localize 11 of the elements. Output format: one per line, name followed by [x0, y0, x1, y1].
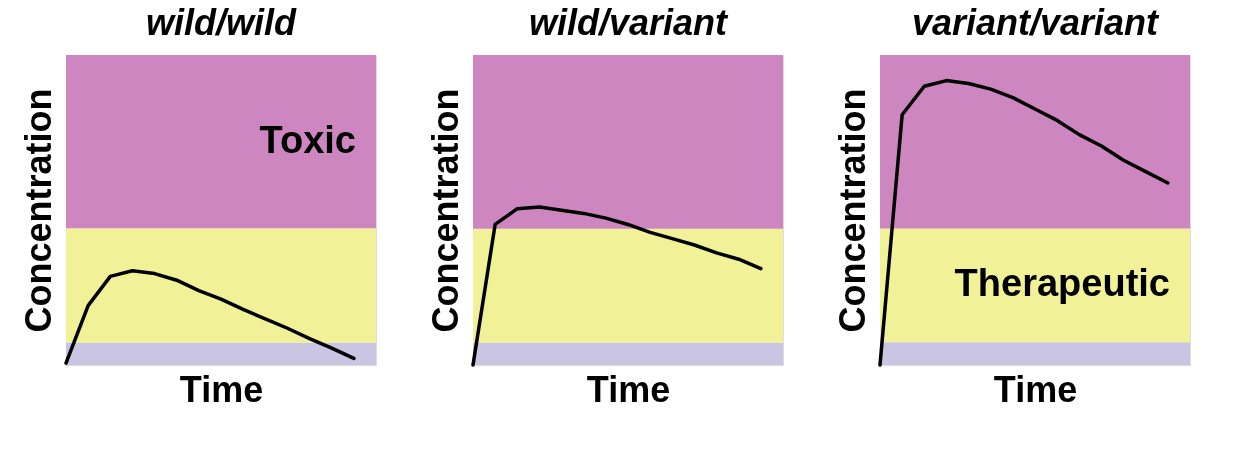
chart-title: variant/variant — [911, 2, 1161, 43]
chart-title: wild/wild — [146, 2, 297, 43]
x-axis-title: Time — [179, 368, 264, 410]
y-axis-title: Concentration — [17, 88, 59, 333]
band-label: Toxic — [259, 118, 356, 161]
x-axis-title: Time — [993, 368, 1078, 410]
y-axis-title: Concentration — [424, 88, 466, 333]
y-axis-title: Concentration — [831, 88, 873, 333]
x-axis-title: Time — [586, 368, 671, 410]
chart-title: wild/variant — [528, 2, 730, 43]
band-label: Therapeutic — [954, 262, 1170, 305]
